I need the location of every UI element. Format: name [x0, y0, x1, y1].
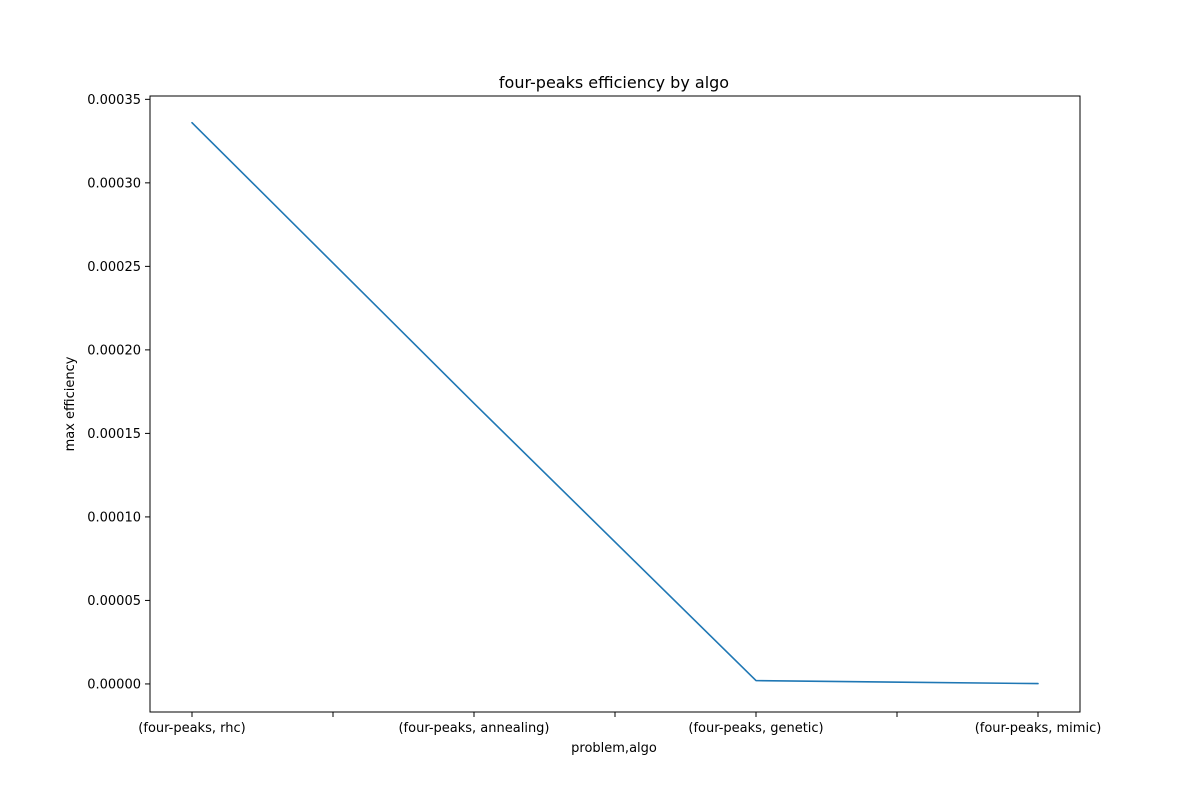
series-line — [191, 121, 1039, 685]
y-tick-label: 0.00015 — [87, 427, 141, 442]
series-group — [191, 121, 1039, 685]
x-tick-label: (four-peaks, rhc) — [138, 721, 245, 736]
x-axis-label: problem,algo — [571, 741, 657, 756]
y-tick-label: 0.00035 — [87, 93, 141, 108]
y-tick-label: 0.00030 — [87, 176, 141, 191]
y-tick-label: 0.00000 — [87, 677, 141, 692]
y-tick-label: 0.00025 — [87, 260, 141, 275]
y-axis-label: max efficiency — [63, 356, 78, 451]
x-tick-label: (four-peaks, mimic) — [975, 721, 1102, 736]
y-axis: 0.00000 0.00005 0.00010 0.00015 0.00020 0.000… — [87, 93, 150, 692]
plot-area-frame — [149, 95, 1081, 713]
y-tick-label: 0.00010 — [87, 510, 141, 525]
y-tick-label: 0.00005 — [87, 594, 141, 609]
y-tick-label: 0.00020 — [87, 343, 141, 358]
x-tick-label: (four-peaks, annealing) — [398, 721, 549, 736]
x-axis: (four-peaks, rhc) (four-peaks, annealing)… — [138, 712, 1101, 736]
chart-title: four-peaks efficiency by algo — [499, 73, 729, 92]
x-tick-label: (four-peaks, genetic) — [688, 721, 823, 736]
